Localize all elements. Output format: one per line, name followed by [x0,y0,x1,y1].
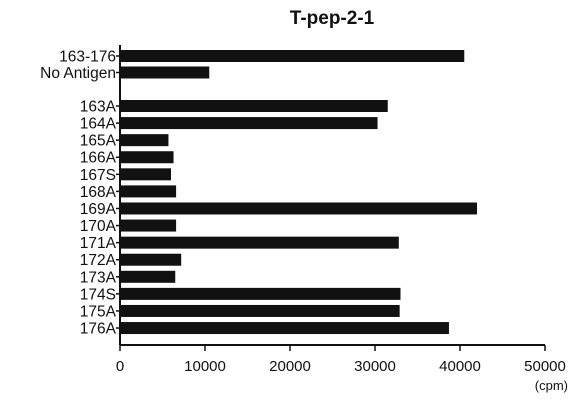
y-tick-label: 171A [80,235,117,252]
x-tick-label: 30000 [354,358,396,375]
y-tick-label: 168A [80,184,117,201]
x-tick-label: 40000 [439,358,481,375]
y-tick-label: 163-176 [59,49,116,66]
y-tick-label: 166A [80,150,117,167]
x-tick-label: 50000 [524,358,566,375]
bar-168a [120,185,177,198]
bar-164a [120,117,378,130]
y-tick-label: 165A [80,133,117,150]
bar-174s [120,287,401,300]
chart-title: T-pep-2-1 [290,8,375,29]
y-tick-label: 170A [80,218,117,235]
bar-169a [120,202,477,215]
bar-166a [120,151,174,164]
bar-163a [120,100,388,112]
x-tick-label: 20000 [269,358,311,375]
y-tick-label: 163A [80,99,117,116]
bar-163-176 [120,50,465,62]
y-tick-label: 169A [80,201,117,218]
y-tick-label: 167S [80,167,116,184]
bar-165a [120,134,169,147]
y-tick-label: 172A [80,252,117,269]
y-tick-label: No Antigen [40,65,116,82]
bar-175a [120,304,400,317]
bar-170a [120,219,177,232]
x-axis-unit-label: (cpm) [535,378,568,393]
y-tick-label: 164A [80,116,117,133]
bars-layer [120,50,477,335]
bar-173a [120,270,176,283]
x-tick-label: 10000 [184,358,226,375]
y-tick-label: 175A [80,303,117,320]
y-tick-label: 176A [80,321,117,338]
y-tick-label: 173A [80,269,117,286]
bar-176a [120,322,449,335]
y-tick-label: 174S [80,286,116,303]
bar-167s [120,168,171,181]
x-tick-label: 0 [116,358,124,375]
bar-171a [120,236,399,249]
bar-172a [120,253,182,266]
axes-layer [116,45,546,351]
bar-no-antigen [120,66,210,79]
